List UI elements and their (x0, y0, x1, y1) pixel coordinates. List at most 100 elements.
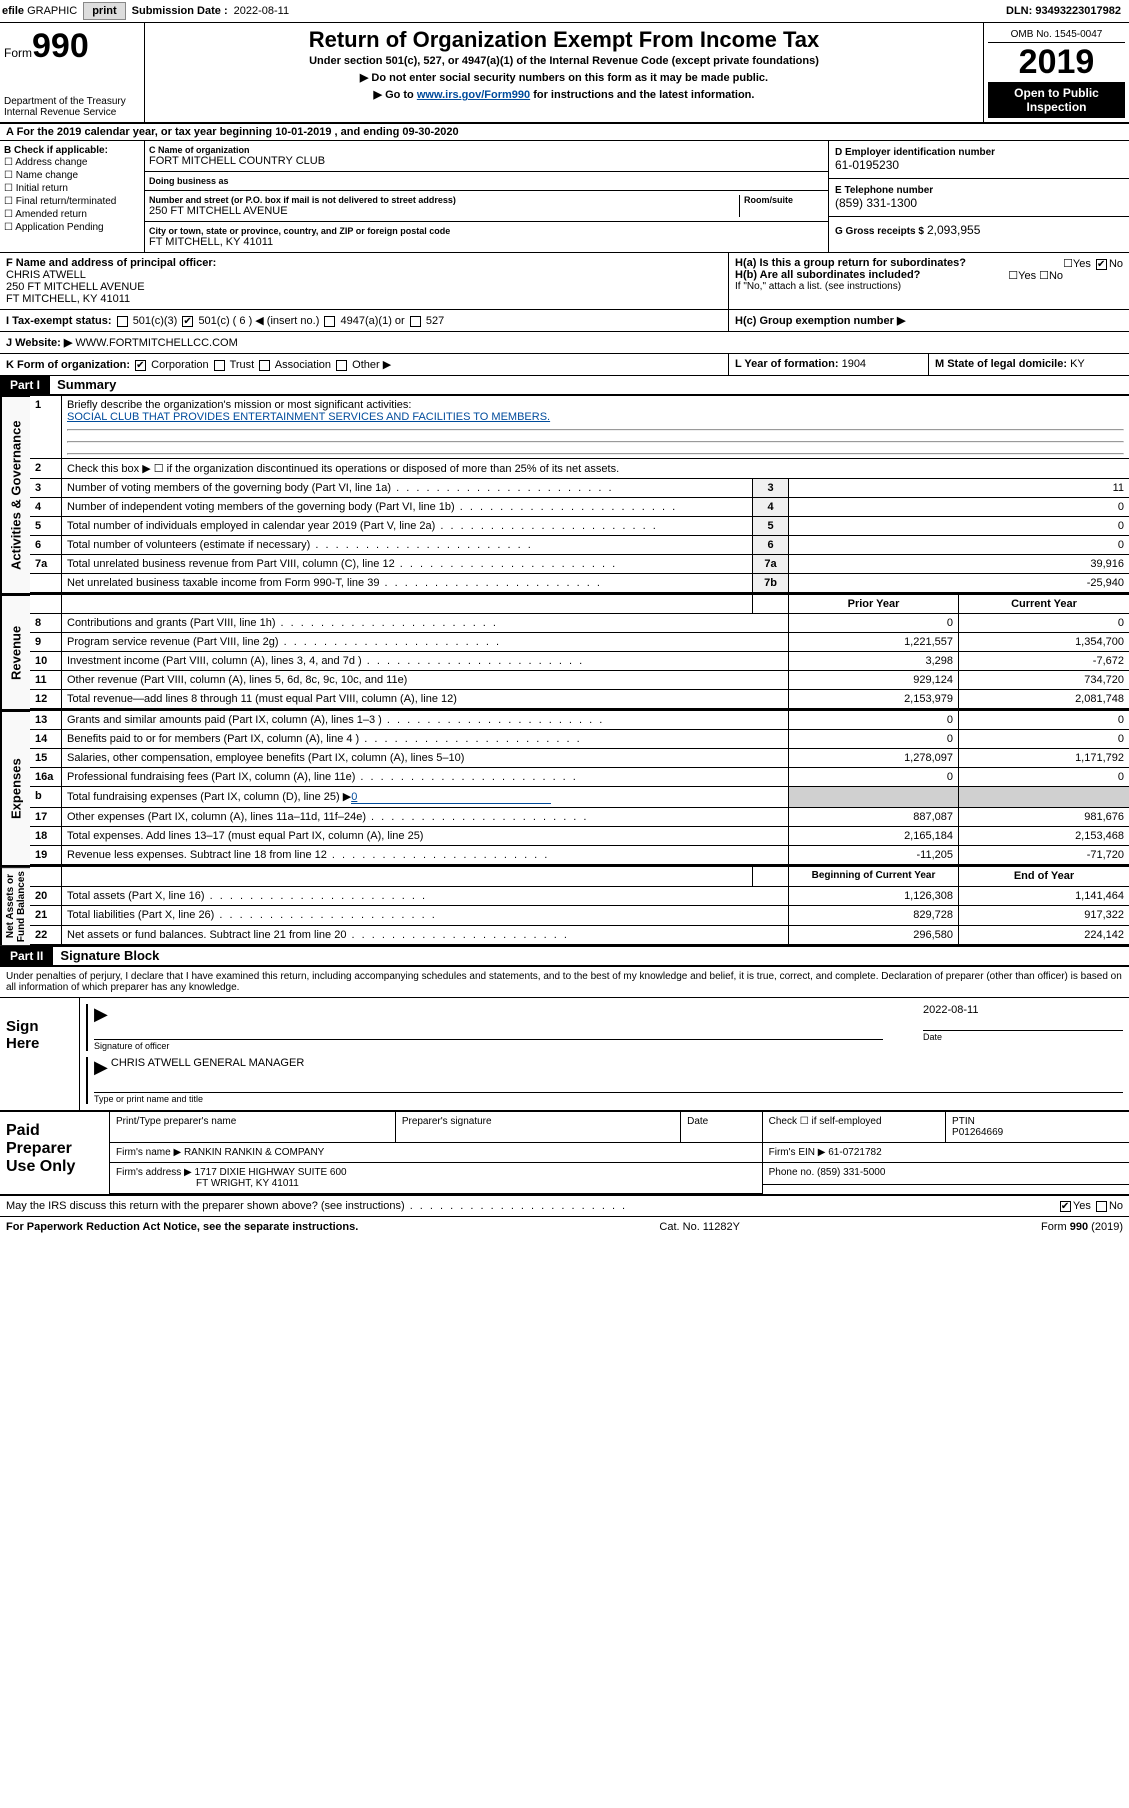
exp-13-cur: 0 (959, 711, 1129, 730)
exp-18-prior: 2,165,184 (789, 827, 959, 846)
rev-8-cur: 0 (959, 614, 1129, 633)
firm-ein: 61-0721782 (828, 1147, 881, 1158)
firm-phone: (859) 331-5000 (817, 1167, 885, 1178)
na-22-eoy: 224,142 (959, 926, 1129, 946)
chk-4947[interactable] (324, 316, 335, 327)
row-klm: K Form of organization: Corporation Trus… (0, 354, 1129, 376)
ein-label: D Employer identification number (835, 147, 1123, 158)
side-revenue: Revenue (0, 595, 30, 709)
gross-receipts-label: G Gross receipts $ (835, 226, 924, 237)
na-21-boy: 829,728 (789, 906, 959, 926)
val-7a: 39,916 (789, 555, 1129, 574)
exp-17-cur: 981,676 (959, 808, 1129, 827)
form-right-cell: OMB No. 1545-0047 2019 Open to Public In… (984, 23, 1129, 122)
org-name-label: C Name of organization (149, 145, 824, 155)
na-20-eoy: 1,141,464 (959, 887, 1129, 907)
chk-527[interactable] (410, 316, 421, 327)
chk-address-change[interactable]: ☐ Address change (4, 156, 140, 169)
chk-trust[interactable] (214, 360, 225, 371)
officer-addr: 250 FT MITCHELL AVENUE FT MITCHELL, KY 4… (6, 281, 145, 305)
footer-mid: Cat. No. 11282Y (659, 1221, 740, 1233)
officer-name-title: CHRIS ATWELL GENERAL MANAGER (111, 1057, 304, 1069)
city-state-zip: FT MITCHELL, KY 41011 (149, 236, 824, 248)
open-to-public: Open to Public Inspection (988, 82, 1125, 118)
rev-9-cur: 1,354,700 (959, 633, 1129, 652)
val-3: 11 (789, 479, 1129, 498)
rev-11-prior: 929,124 (789, 671, 959, 690)
exp-16a-prior: 0 (789, 768, 959, 787)
print-button[interactable]: print (83, 2, 125, 20)
section-hc: H(c) Group exemption number ▶ (729, 310, 1129, 331)
chk-application-pending[interactable]: ☐ Application Pending (4, 221, 140, 234)
part1-header: Part I Summary (0, 376, 1129, 396)
section-deg: D Employer identification number 61-0195… (829, 141, 1129, 252)
chk-name-change[interactable]: ☐ Name change (4, 169, 140, 182)
firm-name: RANKIN RANKIN & COMPANY (184, 1147, 324, 1158)
form-title: Return of Organization Exempt From Incom… (149, 27, 979, 53)
instructions-link[interactable]: www.irs.gov/Form990 (417, 89, 530, 101)
mission-link[interactable]: SOCIAL CLUB THAT PROVIDES ENTERTAINMENT … (67, 411, 550, 423)
page-footer: For Paperwork Reduction Act Notice, see … (0, 1217, 1129, 1237)
officer-name: CHRIS ATWELL (6, 269, 86, 281)
discuss-no[interactable] (1096, 1201, 1107, 1212)
dln: DLN: 93493223017982 (1006, 5, 1127, 17)
firm-addr: 1717 DIXIE HIGHWAY SUITE 600 (195, 1167, 347, 1178)
chk-501c3[interactable] (117, 316, 128, 327)
fundraising-link[interactable]: 0 (351, 791, 551, 804)
val-4: 0 (789, 498, 1129, 517)
discuss-row: May the IRS discuss this return with the… (0, 1196, 1129, 1217)
form-title-cell: Return of Organization Exempt From Incom… (145, 23, 984, 122)
chk-corp[interactable] (135, 360, 146, 371)
sig-date: 2022-08-11 (923, 1004, 978, 1016)
room-label: Room/suite (744, 195, 824, 205)
exp-14-prior: 0 (789, 730, 959, 749)
side-activities: Activities & Governance (0, 396, 30, 593)
paid-preparer: Paid Preparer Use Only Print/Type prepar… (0, 1112, 1129, 1196)
row-ihc: I Tax-exempt status: 501(c)(3) 501(c) ( … (0, 310, 1129, 332)
discuss-yes[interactable] (1060, 1201, 1071, 1212)
revenue-table: Revenue Prior YearCurrent Year 8Contribu… (0, 595, 1129, 711)
gross-receipts: 2,093,955 (927, 223, 980, 237)
sig-date-line: Date (923, 1030, 1123, 1042)
chk-final-return[interactable]: ☐ Final return/terminated (4, 195, 140, 208)
chk-amended-return[interactable]: ☐ Amended return (4, 208, 140, 221)
part2-header: Part II Signature Block (0, 947, 1129, 967)
exp-15-prior: 1,278,097 (789, 749, 959, 768)
form-subtitle-3: Go to www.irs.gov/Form990 for instructio… (149, 86, 979, 103)
chk-501c[interactable] (182, 316, 193, 327)
rev-10-prior: 3,298 (789, 652, 959, 671)
section-i: I Tax-exempt status: 501(c)(3) 501(c) ( … (0, 310, 729, 331)
rev-11-cur: 734,720 (959, 671, 1129, 690)
submission-date-label: Submission Date : (132, 5, 228, 17)
section-b: B Check if applicable: ☐ Address change … (0, 141, 145, 252)
dept-label: Department of the Treasury Internal Reve… (4, 96, 140, 118)
omb: OMB No. 1545-0047 (988, 27, 1125, 43)
chk-other[interactable] (336, 360, 347, 371)
section-m: M State of legal domicile: KY (929, 354, 1129, 375)
rev-12-cur: 2,081,748 (959, 690, 1129, 709)
line-a: A For the 2019 calendar year, or tax yea… (0, 124, 1129, 141)
info-section: B Check if applicable: ☐ Address change … (0, 141, 1129, 253)
exp-17-prior: 887,087 (789, 808, 959, 827)
section-j: J Website: ▶ WWW.FORTMITCHELLCC.COM (0, 332, 1129, 354)
chk-initial-return[interactable]: ☐ Initial return (4, 182, 140, 195)
tax-year: 2019 (988, 43, 1125, 82)
rev-8-prior: 0 (789, 614, 959, 633)
exp-19-cur: -71,720 (959, 846, 1129, 865)
summary-table: Activities & Governance 1 Briefly descri… (0, 396, 1129, 595)
chk-assoc[interactable] (259, 360, 270, 371)
exp-18-cur: 2,153,468 (959, 827, 1129, 846)
sign-here: Sign Here ▶ Signature of officer 2022-08… (0, 998, 1129, 1112)
preparer-table: Print/Type preparer's name Preparer's si… (110, 1112, 1129, 1194)
sig-arrow-icon: ▶ (94, 1004, 108, 1024)
row-fh: F Name and address of principal officer:… (0, 253, 1129, 310)
section-k: K Form of organization: Corporation Trus… (0, 354, 729, 375)
jurat: Under penalties of perjury, I declare th… (0, 967, 1129, 998)
org-name: FORT MITCHELL COUNTRY CLUB (149, 155, 824, 167)
exp-16a-cur: 0 (959, 768, 1129, 787)
na-20-boy: 1,126,308 (789, 887, 959, 907)
street-address: 250 FT MITCHELL AVENUE (149, 205, 739, 217)
val-5: 0 (789, 517, 1129, 536)
ptin: P01264669 (952, 1127, 1003, 1138)
section-f: F Name and address of principal officer:… (0, 253, 729, 309)
